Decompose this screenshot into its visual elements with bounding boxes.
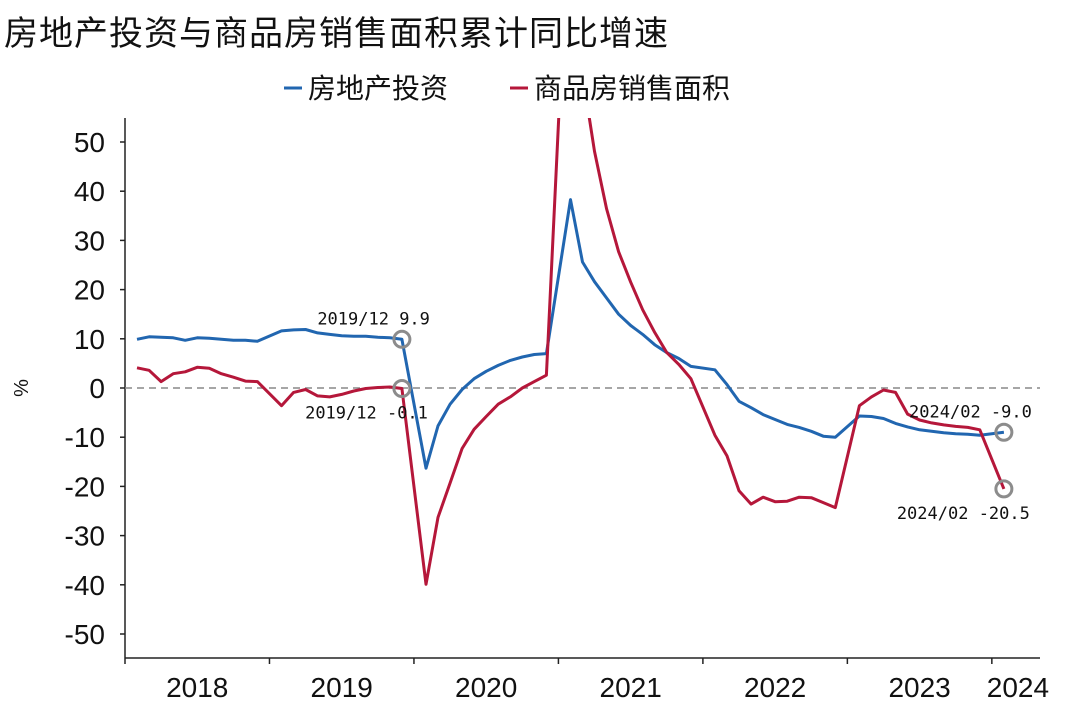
legend-label: 房地产投资 bbox=[308, 72, 448, 105]
y-tick-label: 10 bbox=[74, 324, 105, 355]
annotation-marker bbox=[994, 479, 1014, 499]
y-tick-label: 40 bbox=[74, 176, 105, 207]
x-tick-label: 2021 bbox=[600, 672, 662, 703]
annotation-label: 2024/02 -20.5 bbox=[897, 504, 1030, 524]
y-tick-label: -30 bbox=[65, 521, 105, 552]
annotation-marker bbox=[392, 378, 412, 398]
series-line-sales-area bbox=[136, 118, 1006, 586]
annotation-label: 2019/12 -0.1 bbox=[305, 403, 428, 423]
y-tick-label: -20 bbox=[65, 471, 105, 502]
annotation-layer: 2019/12 9.9 2019/12 -0.1 2024/02 -9.0 2024/… bbox=[305, 309, 1032, 524]
legend: 房地产投资 商品房销售面积 bbox=[284, 72, 730, 105]
chart-title: 房地产投资与商品房销售面积累计同比增速 bbox=[4, 14, 669, 54]
y-tick-label: 20 bbox=[74, 275, 105, 306]
x-tick-label: 2018 bbox=[166, 672, 228, 703]
x-tick-label: 2019 bbox=[311, 672, 373, 703]
series-layer bbox=[136, 118, 1006, 586]
y-axis-label: % bbox=[11, 379, 33, 397]
annotation-marker bbox=[392, 329, 412, 349]
y-tick-label: -40 bbox=[65, 570, 105, 601]
y-axis: 50 40 30 20 10 0 -10 -20 -30 -40 -50% bbox=[11, 118, 126, 658]
y-tick-label: -50 bbox=[65, 619, 105, 650]
y-tick-label: 50 bbox=[74, 127, 105, 158]
series-line-investment bbox=[136, 198, 1005, 470]
x-tick-label: 2024 bbox=[987, 672, 1049, 703]
x-tick-label: 2020 bbox=[455, 672, 517, 703]
legend-label: 商品房销售面积 bbox=[534, 72, 730, 105]
y-tick-label: -10 bbox=[65, 422, 105, 453]
x-axis: 2018 2019 2020 2021 2022 2023 2024 bbox=[124, 657, 1049, 703]
y-tick-label: 30 bbox=[74, 225, 105, 256]
annotation-label: 2024/02 -9.0 bbox=[909, 402, 1032, 422]
x-tick-label: 2023 bbox=[888, 672, 950, 703]
annotation-label: 2019/12 9.9 bbox=[317, 309, 430, 329]
x-tick-label: 2022 bbox=[744, 672, 806, 703]
y-tick-label: 0 bbox=[89, 373, 105, 404]
annotation-marker bbox=[994, 422, 1014, 442]
